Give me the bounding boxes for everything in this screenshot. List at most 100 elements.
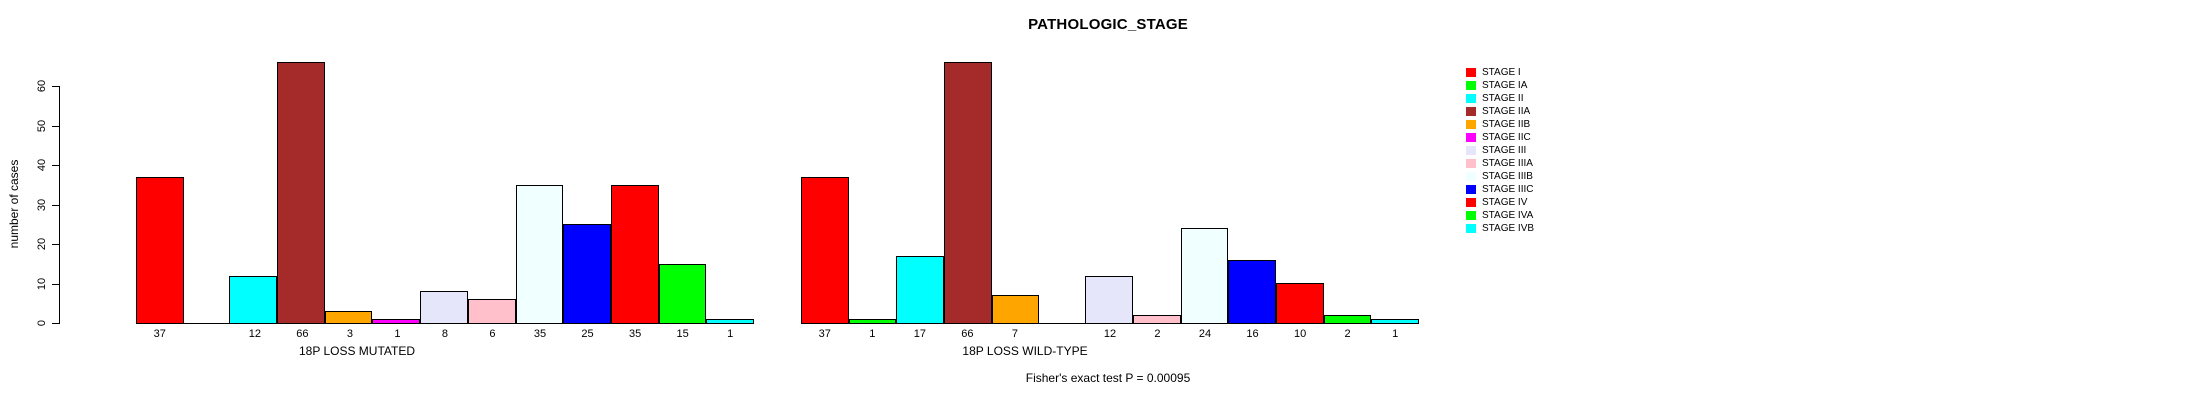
legend-swatch-icon <box>1466 146 1476 155</box>
bar-stage-iiia <box>1132 315 1181 323</box>
legend-swatch-icon <box>1466 159 1476 168</box>
bar-stage-iv <box>610 185 659 323</box>
legend-item-stage-ia: STAGE IA <box>1466 79 1534 92</box>
legend-swatch-icon <box>1466 185 1476 194</box>
bar-value-label-stage-ia: 1 <box>869 328 876 340</box>
legend-swatch-icon <box>1466 68 1476 77</box>
legend-swatch-icon <box>1466 224 1476 233</box>
bar-stage-iii <box>1085 276 1133 323</box>
y-tick-label: 20 <box>36 237 48 251</box>
bar-stage-iia <box>944 62 992 323</box>
legend-label: STAGE I <box>1482 67 1521 78</box>
bar-stage-i <box>801 177 849 323</box>
bar-stage-ii <box>229 276 278 323</box>
y-tick-mark <box>52 284 59 285</box>
bar-stage-iib <box>991 295 1040 323</box>
legend-swatch-icon <box>1466 133 1476 142</box>
y-tick-mark <box>52 244 59 245</box>
legend-swatch-icon <box>1466 198 1476 207</box>
bar-stage-i <box>136 177 184 323</box>
bar-value-label-stage-i: 37 <box>153 328 166 340</box>
bar-value-label-stage-iiic: 25 <box>581 328 594 340</box>
bar-value-label-stage-ii: 12 <box>248 328 261 340</box>
bar-stage-iib <box>324 311 373 323</box>
bar-value-label-stage-ivb: 1 <box>1392 328 1399 340</box>
bar-stage-iiic <box>563 224 611 323</box>
bar-value-label-stage-iva: 2 <box>1344 328 1351 340</box>
y-tick-mark <box>52 165 59 166</box>
legend-item-stage-iv: STAGE IV <box>1466 196 1534 209</box>
legend-swatch-icon <box>1466 120 1476 129</box>
bar-value-label-stage-iiib: 35 <box>533 328 547 340</box>
bar-value-label-stage-iv: 10 <box>1293 328 1307 340</box>
bar-value-label-stage-iiic: 16 <box>1246 328 1259 340</box>
bar-value-label-stage-ii: 17 <box>913 328 926 340</box>
y-axis-line <box>59 86 60 324</box>
bar-stage-ii <box>896 256 945 323</box>
bar-stage-ivb <box>1371 319 1419 323</box>
bars-panel-wild-type <box>801 53 1419 324</box>
legend-swatch-icon <box>1466 172 1476 181</box>
bar-stage-iiia <box>467 299 516 323</box>
legend-item-stage-iiib: STAGE IIIB <box>1466 170 1534 183</box>
bar-value-label-stage-iic: 1 <box>394 328 401 340</box>
bar-stage-ia <box>848 319 897 323</box>
legend-label: STAGE III <box>1482 145 1527 156</box>
bar-stage-iic <box>372 319 421 323</box>
legend-item-stage-ivb: STAGE IVB <box>1466 222 1534 235</box>
bar-stage-iva <box>658 264 707 323</box>
bar-value-label-stage-i: 37 <box>818 328 831 340</box>
y-tick-label: 50 <box>36 119 48 133</box>
legend-swatch-icon <box>1466 81 1476 90</box>
legend-item-stage-iic: STAGE IIC <box>1466 131 1534 144</box>
y-tick-label: 30 <box>36 198 48 212</box>
legend-item-stage-iii: STAGE III <box>1466 144 1534 157</box>
legend-label: STAGE IIIB <box>1482 171 1533 182</box>
fisher-test-annotation: Fisher's exact test P = 0.00095 <box>1025 371 1191 385</box>
bars-panel-mutated <box>136 53 754 324</box>
bar-value-label-stage-iia: 66 <box>961 328 974 340</box>
x-axis-label-wild-type: 18P LOSS WILD-TYPE <box>962 344 1088 358</box>
y-tick-mark <box>52 126 59 127</box>
bar-value-label-stage-iii: 12 <box>1103 328 1117 340</box>
bar-stage-ivb <box>706 319 754 323</box>
y-tick-label: 40 <box>36 158 48 172</box>
legend-swatch-icon <box>1466 107 1476 116</box>
legend-item-stage-iia: STAGE IIA <box>1466 105 1534 118</box>
bar-stage-iia <box>277 62 325 323</box>
bar-value-label-stage-iiia: 2 <box>1154 328 1161 340</box>
legend-label: STAGE IIIA <box>1482 158 1533 169</box>
legend-label: STAGE IA <box>1482 80 1528 91</box>
y-tick-mark <box>52 323 59 324</box>
bar-value-label-stage-iiib: 24 <box>1198 328 1212 340</box>
legend-label: STAGE IIB <box>1482 119 1531 130</box>
chart-title: PATHOLOGIC_STAGE <box>1028 16 1188 33</box>
bar-value-label-stage-ivb: 1 <box>727 328 734 340</box>
bar-stage-iva <box>1323 315 1372 323</box>
legend-label: STAGE IVB <box>1482 223 1535 234</box>
bar-stage-iv <box>1275 283 1324 323</box>
bar-values-mutated: 37 12 66 3 1 8 6 35 25 35 15 1 <box>136 328 754 340</box>
bar-stage-iiic <box>1228 260 1276 323</box>
y-tick-mark <box>52 205 59 206</box>
bar-value-label-stage-iib: 7 <box>1011 328 1018 340</box>
legend-swatch-icon <box>1466 94 1476 103</box>
y-tick-label: 60 <box>36 79 48 93</box>
legend-label: STAGE II <box>1482 93 1524 104</box>
bar-value-label-stage-iva: 15 <box>676 328 689 340</box>
x-axis-label-mutated: 18P LOSS MUTATED <box>298 344 416 358</box>
y-tick-label: 10 <box>36 277 48 291</box>
bar-value-label-stage-iii: 8 <box>441 328 449 340</box>
legend-label: STAGE IV <box>1482 197 1528 208</box>
legend-item-stage-iib: STAGE IIB <box>1466 118 1534 131</box>
legend-label: STAGE IIIC <box>1482 184 1534 195</box>
legend-swatch-icon <box>1466 211 1476 220</box>
legend-item-stage-i: STAGE I <box>1466 66 1534 79</box>
bar-values-wild-type: 37 1 17 66 7 12 2 24 16 10 2 1 <box>801 328 1419 340</box>
bar-stage-iiib <box>1180 228 1229 323</box>
bar-value-label-stage-ia <box>184 328 232 340</box>
y-tick-mark <box>52 86 59 87</box>
legend-item-stage-iiic: STAGE IIIC <box>1466 183 1534 196</box>
legend-label: STAGE IIC <box>1482 132 1531 143</box>
